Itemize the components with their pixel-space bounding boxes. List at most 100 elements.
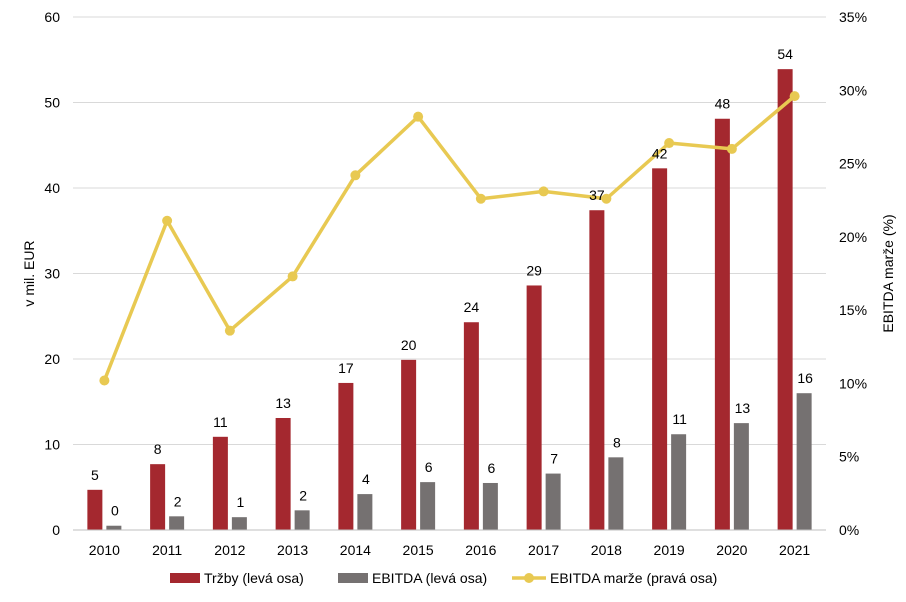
margin-point: [789, 91, 800, 102]
y-axis-title: v mil. EUR: [21, 240, 37, 306]
ebitda-bar: [169, 516, 185, 530]
x-tick-label: 2012: [214, 542, 245, 558]
legend: Tržby (levá osa) EBITDA (levá osa) EBITDA …: [170, 570, 717, 586]
revenue-data-label: 5: [91, 467, 99, 483]
margin-point: [475, 193, 486, 204]
revenue-bar: [87, 489, 103, 530]
ebitda-bar: [106, 525, 122, 530]
ebitda-data-label: 11: [672, 411, 687, 427]
x-tick-label: 2019: [654, 542, 685, 558]
ebitda-bar: [420, 482, 436, 530]
margin-point: [350, 170, 361, 181]
ebitda-bar: [671, 434, 687, 530]
y-tick-label: 30: [44, 266, 60, 282]
x-tick-label: 2017: [528, 542, 559, 558]
legend-margin-label: EBITDA marže (pravá osa): [550, 570, 717, 586]
revenue-data-label: 8: [154, 441, 162, 457]
y2-tick-label: 35%: [839, 9, 867, 25]
revenue-data-label: 37: [589, 187, 605, 203]
x-tick-label: 2013: [277, 542, 308, 558]
revenue-data-label: 42: [652, 145, 668, 161]
gridlines: [73, 16, 826, 445]
x-tick-label: 2010: [89, 542, 120, 558]
ebitda-bar: [796, 393, 812, 530]
margin-point: [664, 138, 675, 149]
margin-point: [538, 186, 549, 197]
margin-point: [224, 325, 235, 336]
revenue-bar: [777, 69, 793, 530]
x-tick-label: 2021: [779, 542, 810, 558]
y2-tick-label: 15%: [839, 302, 867, 318]
ebitda-bar: [608, 457, 624, 530]
y-tick-label: 0: [52, 522, 60, 538]
ebitda-data-label: 2: [174, 493, 182, 509]
y-tick-label: 20: [44, 351, 60, 367]
ebitda-bar: [545, 473, 561, 530]
margin-point: [413, 111, 424, 122]
revenue-bar: [652, 168, 668, 530]
ebitda-bar: [294, 510, 310, 530]
y2-axis-title: EBITDA marže (%): [880, 214, 896, 332]
margin-point: [287, 271, 298, 282]
ebitda-data-label: 13: [735, 400, 751, 416]
margin-line: [99, 91, 800, 386]
legend-ebitda-swatch: [338, 573, 368, 583]
y2-tick-label: 10%: [839, 375, 867, 391]
revenue-bar: [401, 359, 417, 530]
bars: [87, 69, 812, 531]
revenue-data-label: 13: [275, 395, 291, 411]
revenue-data-label: 11: [213, 414, 228, 430]
y-tick-label: 60: [44, 9, 60, 25]
y2-tick-label: 30%: [839, 82, 867, 98]
legend-margin-swatch-marker: [524, 573, 534, 583]
x-tick-label: 2016: [465, 542, 496, 558]
margin-point: [99, 375, 110, 386]
legend-ebitda-label: EBITDA (levá osa): [372, 570, 487, 586]
revenue-bar: [714, 118, 730, 531]
ebitda-data-label: 0: [111, 503, 119, 519]
y-tick-label: 50: [44, 95, 60, 111]
ebitda-data-label: 6: [487, 460, 495, 476]
revenue-data-label: 24: [464, 299, 480, 315]
legend-revenue-swatch: [170, 573, 200, 583]
revenue-data-label: 29: [526, 262, 542, 278]
ebitda-data-label: 16: [797, 370, 813, 386]
revenue-bar: [463, 322, 479, 530]
y2-tick-label: 20%: [839, 229, 867, 245]
y2-tick-label: 25%: [839, 156, 867, 172]
ebitda-data-label: 1: [236, 494, 244, 510]
ebitda-data-label: 2: [299, 487, 307, 503]
margin-point: [726, 143, 737, 154]
margin-line-path: [102, 94, 796, 382]
margin-point: [601, 193, 612, 204]
revenue-bar: [150, 464, 166, 530]
revenue-data-label: 48: [715, 96, 731, 112]
ebitda-data-label: 7: [550, 451, 558, 467]
revenue-data-label: 20: [401, 337, 417, 353]
x-tick-label: 2014: [340, 542, 371, 558]
y2-tick-label: 0%: [839, 522, 859, 538]
y2-tick-label: 5%: [839, 449, 859, 465]
x-tick-label: 2018: [591, 542, 622, 558]
ebitda-data-label: 8: [613, 434, 621, 450]
revenue-bar: [589, 210, 605, 531]
ebitda-bar: [733, 423, 749, 530]
x-tick-label: 2011: [152, 542, 182, 558]
ebitda-bar: [482, 482, 498, 530]
y-tick-label: 10: [44, 437, 60, 453]
legend-revenue-label: Tržby (levá osa): [204, 570, 304, 586]
x-tick-label: 2015: [403, 542, 434, 558]
y-tick-label: 40: [44, 180, 60, 196]
ebitda-bar: [231, 517, 247, 530]
revenue-bar: [338, 382, 354, 530]
margin-point: [162, 215, 173, 226]
revenue-bar: [212, 436, 228, 530]
revenue-bar: [275, 417, 291, 530]
ebitda-data-label: 6: [425, 459, 433, 475]
ebitda-bar: [357, 494, 373, 530]
revenue-data-label: 54: [777, 46, 793, 62]
